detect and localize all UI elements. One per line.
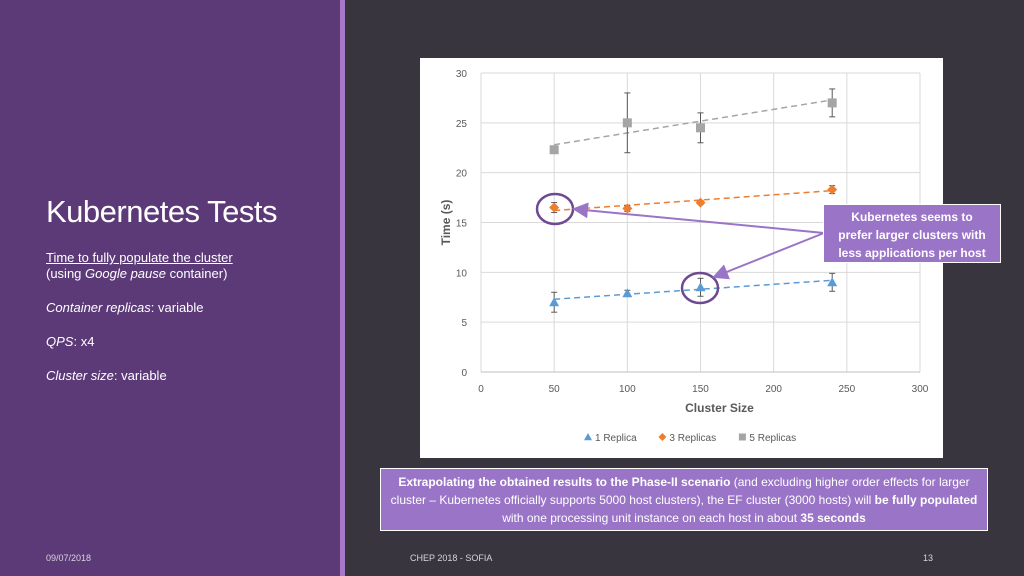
slide-details: Time to fully populate the cluster (usin… (46, 250, 233, 384)
x-tick-label: 0 (478, 384, 484, 395)
x-axis-label: Cluster Size (685, 401, 754, 415)
y-tick-label: 0 (461, 368, 467, 379)
highlight-circle-3-replicas (535, 192, 575, 226)
y-axis-label: Time (s) (439, 200, 453, 246)
subtitle-prefix: (using (46, 266, 86, 281)
x-tick-label: 300 (912, 384, 929, 395)
y-tick-label: 30 (456, 69, 468, 80)
left-panel (0, 0, 340, 576)
accent-bar (340, 0, 345, 576)
legend-marker-3-replicas (658, 433, 667, 441)
data-point-5-replicas (622, 118, 632, 128)
callout-line-1: Kubernetes seems to (851, 210, 973, 224)
legend-label-3-replicas: 3 Replicas (669, 433, 716, 444)
highlight-circle-1-replica (680, 271, 720, 305)
data-point-3-replicas (549, 202, 560, 213)
param-replicas-label: Container replicas (46, 300, 151, 315)
slide-title: Kubernetes Tests (46, 194, 277, 229)
param-qps-label: QPS (46, 334, 74, 349)
y-tick-label: 20 (456, 169, 468, 180)
note-bold-2: be fully populated (874, 493, 978, 507)
param-cluster-label: Cluster size (46, 368, 114, 383)
callout-box: Kubernetes seems to prefer larger cluste… (823, 204, 1001, 263)
subtitle-suffix: container) (165, 266, 228, 281)
callout-line-3: less applications per host (838, 246, 986, 260)
y-tick-label: 5 (461, 318, 467, 329)
arrow-to-3-replicas (572, 202, 825, 234)
legend-label-5-replicas: 5 Replicas (749, 433, 796, 444)
footer-event: CHEP 2018 - SOFIA (410, 553, 493, 563)
data-point-3-replicas (695, 197, 706, 208)
trendline-1-replica (554, 279, 833, 300)
note-text-1: (and excluding higher order effects for … (390, 475, 970, 507)
x-tick-label: 250 (838, 384, 855, 395)
legend-marker-1-replica (584, 433, 592, 441)
note-bold-1: Extrapolating the obtained results to th… (398, 475, 731, 489)
subtitle-italic: Google pause (85, 266, 166, 281)
x-tick-label: 100 (619, 384, 636, 395)
callout-line-2: prefer larger clusters with (838, 228, 986, 242)
y-tick-label: 10 (456, 268, 468, 279)
x-tick-label: 200 (765, 384, 782, 395)
data-point-3-replicas (622, 203, 633, 214)
arrow-to-1-replica (712, 232, 825, 280)
data-point-1-replica (695, 282, 706, 292)
trendline-5-replicas (554, 99, 833, 146)
data-point-1-replica (549, 297, 560, 307)
footer-page-number: 13 (923, 553, 934, 563)
data-point-5-replicas (696, 123, 705, 133)
data-point-1-replica (827, 277, 838, 287)
data-point-1-replica (622, 288, 633, 298)
param-replicas-value: : variable (150, 300, 204, 315)
extrapolation-note: Extrapolating the obtained results to th… (380, 468, 988, 531)
param-cluster-value: : variable (113, 368, 167, 383)
legend-label-1-replica: 1 Replica (595, 433, 637, 444)
data-point-5-replicas (827, 98, 837, 108)
data-point-3-replicas (827, 184, 838, 195)
footer-date: 09/07/2018 (46, 553, 92, 563)
note-text-2: with one processing unit instance on eac… (502, 511, 801, 525)
x-tick-label: 150 (692, 384, 709, 395)
trendline-3-replicas (554, 189, 833, 212)
x-tick-label: 50 (549, 384, 561, 395)
note-bold-3: 35 seconds (800, 511, 866, 525)
data-point-5-replicas (549, 145, 559, 155)
subtitle-underlined: Time to fully populate the cluster (46, 250, 233, 265)
y-tick-label: 25 (456, 119, 468, 130)
y-tick-label: 15 (456, 219, 468, 230)
param-qps-value: : x4 (73, 334, 95, 349)
legend-marker-5-replicas (738, 433, 746, 441)
